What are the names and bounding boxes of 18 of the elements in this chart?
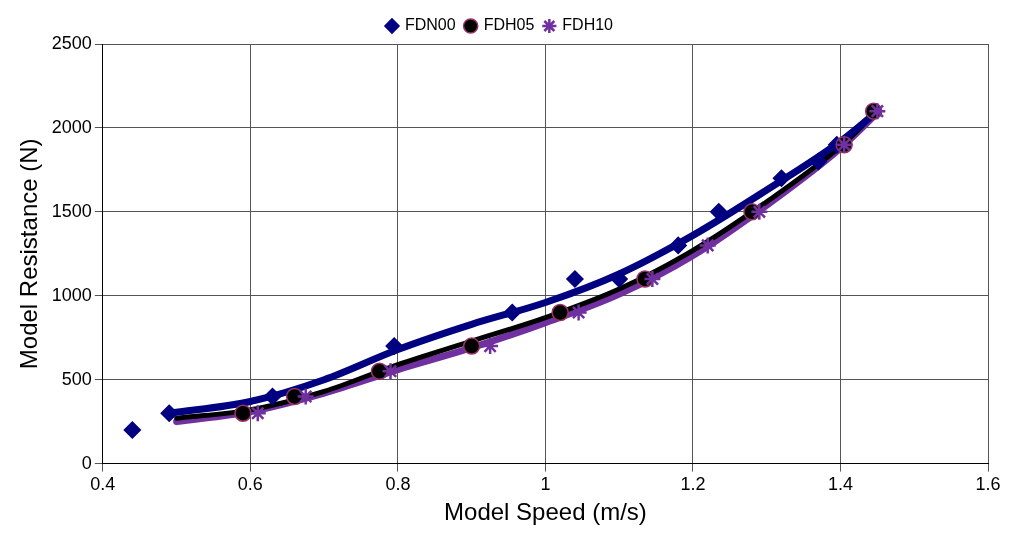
y-tick-label: 1500	[51, 200, 92, 221]
y-axis-title: Model Resistance (N)	[15, 138, 43, 370]
y-tick-label: 0	[81, 452, 92, 473]
y-tick-label: 1000	[51, 284, 92, 305]
y-tick-label: 2000	[51, 116, 92, 137]
x-tick-label: 0.8	[385, 474, 411, 495]
x-tick-label: 1.6	[975, 474, 1001, 495]
x-tick-label: 1.2	[680, 474, 706, 495]
legend-label: FDN00	[404, 16, 456, 34]
x-tick-label: 0.4	[90, 474, 116, 495]
legend-label: FDH05	[483, 16, 535, 34]
y-tick-label: 2500	[51, 32, 92, 53]
x-axis-title: Model Speed (m/s)	[444, 498, 647, 526]
y-tick-label: 500	[61, 368, 92, 389]
x-tick-label: 0.6	[237, 474, 263, 495]
legend-label: FDH10	[562, 16, 614, 34]
x-tick-label: 1.4	[827, 474, 853, 495]
x-tick-label: 1	[540, 474, 551, 495]
